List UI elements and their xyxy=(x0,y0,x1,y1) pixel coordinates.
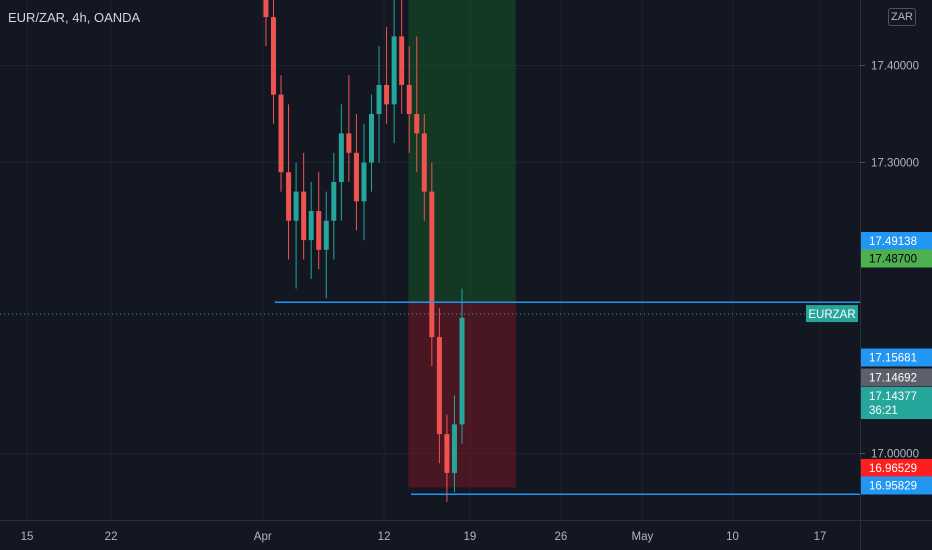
candle xyxy=(361,123,367,241)
price-tag-label: 17.15681 xyxy=(869,353,917,365)
price-tag-bg xyxy=(861,368,932,387)
x-tick-label: 10 xyxy=(726,531,739,543)
last-price-symbol-label: EURZAR xyxy=(808,309,855,321)
price-tag: 17.14692 xyxy=(861,368,932,387)
candle-body xyxy=(316,211,322,250)
price-tag-label: 17.49138 xyxy=(869,236,917,248)
price-tag-bg xyxy=(861,348,932,367)
candle-body xyxy=(451,424,457,473)
candle xyxy=(316,172,322,270)
candle-body xyxy=(286,172,292,221)
candle xyxy=(391,0,397,144)
candle xyxy=(444,414,450,502)
candle-body xyxy=(369,114,375,163)
price-tag-label: 16.96529 xyxy=(869,463,917,475)
candles xyxy=(263,0,465,502)
price-tag-bg xyxy=(861,249,932,268)
currency-label[interactable]: ZAR xyxy=(888,8,916,26)
price-tag-bg xyxy=(861,387,932,419)
price-tag: 17.14377 36:21 xyxy=(861,387,932,419)
candle xyxy=(399,0,405,115)
candle-body xyxy=(414,114,420,134)
price-tag: 16.95829 xyxy=(861,476,932,495)
grid xyxy=(0,0,860,520)
candle-body xyxy=(346,133,352,153)
candle-body xyxy=(353,152,359,202)
candle-body xyxy=(361,162,367,202)
candle xyxy=(414,36,420,173)
candle xyxy=(429,162,435,367)
candle xyxy=(308,181,314,279)
candle-body xyxy=(293,191,299,221)
candle xyxy=(384,26,390,124)
candle xyxy=(376,46,382,163)
candle-body xyxy=(323,220,329,250)
candle-body xyxy=(459,317,465,425)
price-tag-label: 17.14692 xyxy=(869,373,917,385)
candle-body xyxy=(331,181,337,221)
candle xyxy=(301,152,307,260)
countdown-label: 36:21 xyxy=(869,405,898,417)
y-tick-label: 17.00000 xyxy=(871,449,919,461)
candle xyxy=(451,395,457,493)
candle-body xyxy=(444,434,450,473)
symbol-title[interactable]: EUR/ZAR, 4h, OANDA xyxy=(8,10,141,25)
candle-body xyxy=(278,94,284,173)
candle xyxy=(323,191,329,299)
candle xyxy=(346,75,352,182)
x-tick-label: 15 xyxy=(21,531,34,543)
price-tag-bg xyxy=(861,476,932,495)
candle xyxy=(459,288,465,444)
price-tag-label: 17.14377 xyxy=(869,391,917,403)
candle xyxy=(369,94,375,192)
candle-body xyxy=(263,0,269,18)
candle-body xyxy=(308,211,314,241)
candle-body xyxy=(436,337,442,435)
candle xyxy=(421,114,427,221)
x-tick-label: 19 xyxy=(463,531,476,543)
candle-body xyxy=(301,191,307,241)
x-tick-label: Apr xyxy=(254,531,272,543)
candle xyxy=(263,0,269,47)
candle xyxy=(338,104,344,221)
price-tag-label: 16.95829 xyxy=(869,481,917,493)
candle-body xyxy=(384,84,390,105)
candle xyxy=(293,162,299,289)
candle xyxy=(270,0,276,124)
candle xyxy=(331,152,337,260)
price-tag: 17.48700 xyxy=(861,249,932,268)
candle xyxy=(278,75,284,192)
horizontal-lines[interactable] xyxy=(0,0,860,495)
candle-body xyxy=(406,84,412,115)
candle-body xyxy=(376,84,382,115)
x-tick-label: 12 xyxy=(378,531,391,543)
price-tag: 17.15681 xyxy=(861,348,932,367)
candle xyxy=(353,114,359,231)
y-tick-label: 17.40000 xyxy=(871,61,919,73)
candle-body xyxy=(391,36,397,105)
price-tags: EURZAR 17.49138 17.48700 17.15681 17.14692 17… xyxy=(806,232,932,495)
candle-body xyxy=(421,133,427,192)
x-tick-label: 17 xyxy=(814,531,827,543)
candle xyxy=(286,104,292,260)
candle xyxy=(406,46,412,153)
x-tick-label: 26 xyxy=(554,531,567,543)
candle-body xyxy=(429,191,435,338)
candle-body xyxy=(338,133,344,182)
x-tick-label: May xyxy=(631,531,653,543)
price-tag: 17.49138 xyxy=(861,232,932,250)
price-tag-bg xyxy=(861,232,932,250)
candle xyxy=(436,308,442,464)
candle-body xyxy=(399,36,405,85)
price-tag-label: 17.48700 xyxy=(869,254,917,266)
price-tag: 16.96529 xyxy=(861,459,932,477)
y-tick-label: 17.30000 xyxy=(871,158,919,170)
x-tick-label: 22 xyxy=(105,531,118,543)
candle-body xyxy=(270,17,276,95)
last-price-symbol-tag xyxy=(806,305,858,323)
price-tag-bg xyxy=(861,459,932,477)
